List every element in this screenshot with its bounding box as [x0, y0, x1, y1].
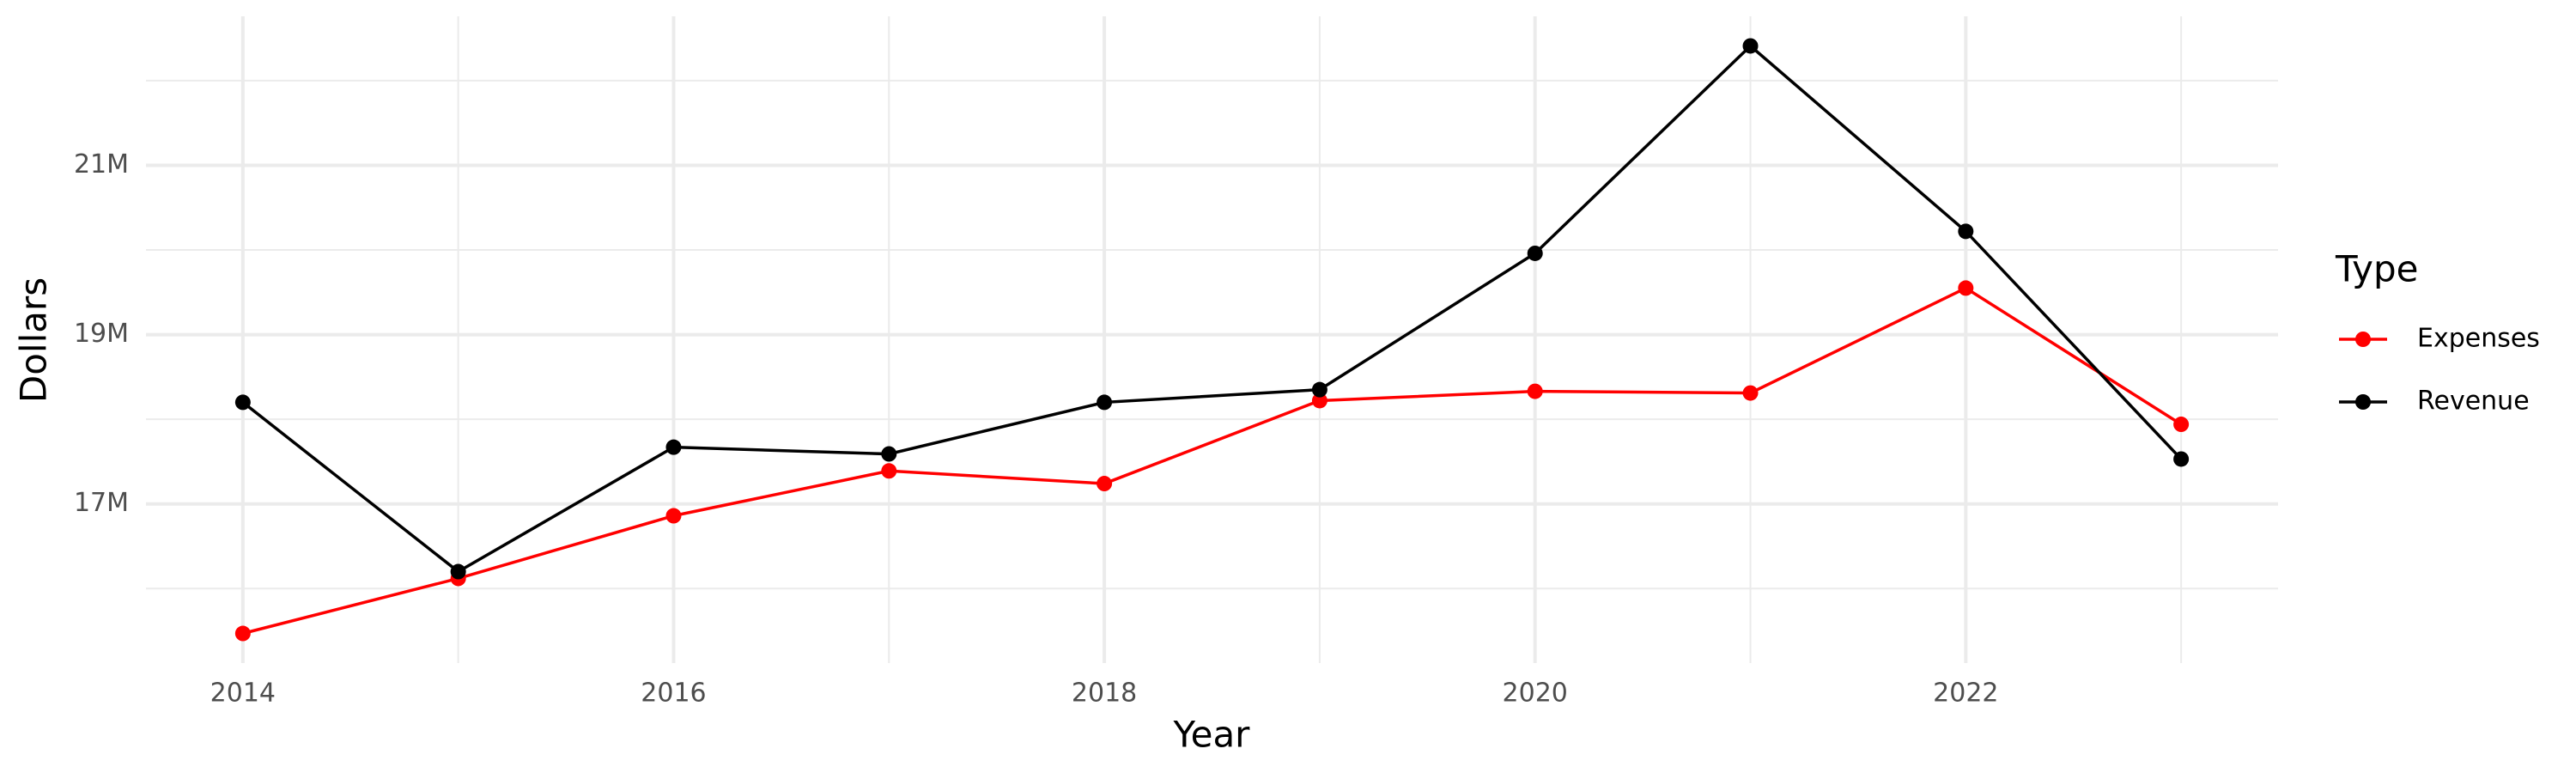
data-point: [1958, 223, 1974, 240]
data-point: [665, 508, 682, 524]
data-point: [1097, 394, 1113, 411]
x-tick-label: 2020: [1503, 679, 1568, 709]
data-point: [1958, 280, 1974, 296]
x-tick-label: 2014: [210, 679, 276, 709]
legend-label: Expenses: [2417, 324, 2540, 354]
data-point: [2173, 451, 2190, 467]
data-point: [1311, 381, 1327, 398]
legend-label: Revenue: [2417, 386, 2530, 417]
legend-marker: [2355, 394, 2371, 410]
data-point: [1742, 385, 1759, 401]
data-point: [665, 439, 682, 455]
x-tick-label: 2018: [1072, 679, 1137, 709]
legend-marker: [2355, 332, 2371, 347]
data-point: [234, 625, 251, 642]
data-point: [234, 394, 251, 411]
data-point: [1527, 383, 1543, 399]
series-line: [242, 286, 2183, 636]
x-axis-title: Year: [1173, 714, 1251, 756]
data-point: [881, 446, 897, 462]
y-axis-title: Dollars: [13, 277, 55, 403]
data-point: [1311, 393, 1327, 409]
data-point: [881, 463, 897, 479]
x-tick-label: 2022: [1933, 679, 1998, 709]
data-point: [1097, 476, 1113, 492]
y-tick-label: 19M: [74, 319, 129, 349]
legend-title: Type: [2335, 248, 2418, 290]
x-tick-label: 2016: [641, 679, 706, 709]
data-point: [1527, 245, 1543, 261]
series-line: [241, 44, 2183, 574]
data-point: [2173, 417, 2190, 433]
y-tick-label: 21M: [74, 149, 129, 180]
data-point: [450, 563, 466, 580]
y-tick-label: 17M: [74, 488, 129, 518]
data-point: [1742, 38, 1759, 54]
